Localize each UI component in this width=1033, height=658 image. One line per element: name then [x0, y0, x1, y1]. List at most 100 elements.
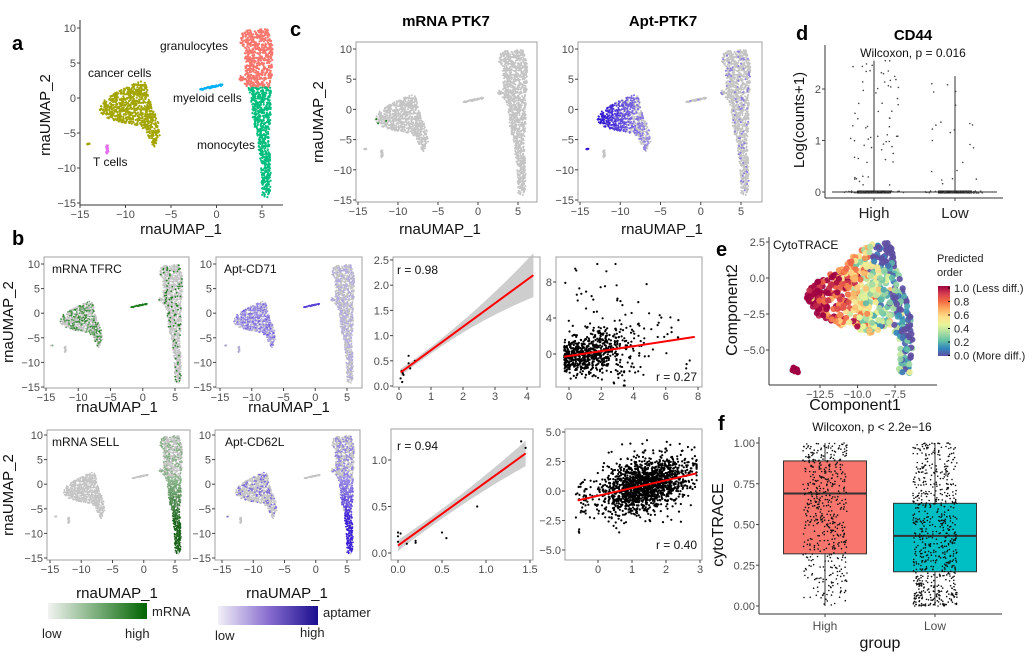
cell-point [133, 87, 136, 90]
cell-point [178, 271, 181, 274]
cell-point [167, 325, 170, 328]
cell-point [174, 375, 176, 378]
cell-point [174, 301, 177, 304]
cell-point [165, 274, 167, 277]
cell-point [97, 322, 99, 324]
cell-point [154, 123, 157, 126]
cluster-label: T cells [93, 155, 127, 169]
y-tick-label: −5 [199, 333, 212, 345]
y-tick-label: 10 [28, 259, 40, 271]
x-tick-label: 5 [259, 209, 265, 221]
cell-point [63, 316, 66, 319]
cell-point [262, 112, 265, 115]
cell-point [151, 116, 154, 119]
cell-point [92, 310, 95, 312]
cell-point [91, 315, 94, 318]
cell-point [243, 57, 247, 60]
cell-point [164, 291, 167, 294]
cell-point [173, 339, 176, 341]
cell-point [100, 329, 102, 331]
cell-point [122, 115, 125, 118]
cell-point [146, 103, 149, 106]
cell-point [96, 344, 99, 347]
cell-point [71, 328, 74, 330]
cell-point [258, 63, 261, 66]
cell-point [83, 309, 86, 311]
cell-point [177, 329, 180, 332]
panel-umap-1: −15 −10 −5 0 51050−5−10−15rnaUMAP_1rnaUMAP_2… [0, 256, 190, 416]
cell-point [249, 66, 252, 69]
cell-point [177, 287, 180, 290]
cell-point [172, 322, 174, 324]
cell-point [172, 264, 175, 267]
cell-point [125, 119, 128, 122]
cell-point [167, 312, 169, 315]
cell-point [161, 302, 164, 304]
y-tick-label: 0 [206, 308, 212, 320]
cell-point [167, 282, 170, 285]
cell-point [142, 99, 145, 102]
cell-point [166, 273, 169, 275]
cell-point [176, 270, 179, 272]
cell-point [254, 31, 258, 34]
x-axis-label: rnaUMAP_1 [76, 399, 158, 416]
cell-point [109, 111, 112, 114]
cell-point [266, 196, 269, 199]
cell-point [171, 311, 173, 314]
cell-point [266, 53, 269, 56]
cell-point [170, 306, 173, 308]
cell-point [84, 307, 87, 310]
cell-point [99, 108, 102, 111]
cell-point [269, 111, 272, 114]
cell-point [83, 329, 85, 332]
cell-point [257, 42, 260, 45]
cell-point [148, 110, 151, 113]
cell-point [150, 137, 154, 140]
x-tick-label: −15 [211, 392, 230, 404]
cell-point [113, 118, 116, 121]
cell-point [262, 101, 265, 104]
cell-point [147, 98, 150, 101]
cell-point [120, 97, 123, 100]
cell-point [136, 118, 139, 121]
cell-point [51, 344, 54, 347]
cell-point [76, 328, 78, 331]
cell-point [120, 115, 123, 118]
cell-point [255, 66, 258, 70]
cell-point [162, 267, 165, 270]
cell-point [136, 106, 139, 109]
cell-point [174, 306, 177, 309]
cell-point [158, 134, 161, 137]
cell-point [104, 106, 107, 109]
cell-point [137, 84, 140, 87]
cell-point [78, 321, 81, 323]
cell-point [93, 326, 96, 328]
cell-point [265, 77, 268, 80]
cell-point [173, 305, 175, 307]
cell-point [347, 300, 350, 302]
cell-point [162, 284, 164, 287]
cell-point [267, 85, 270, 88]
cell-point [129, 94, 132, 97]
cell-point [266, 36, 269, 39]
umap-points [50, 264, 184, 384]
cell-point [179, 315, 182, 318]
cell-point [177, 334, 180, 337]
cell-point [140, 304, 142, 306]
cell-point [151, 131, 154, 134]
cell-point [334, 290, 337, 292]
cell-point [263, 153, 267, 156]
cell-point [205, 86, 209, 89]
cell-point [81, 317, 83, 320]
cell-point [262, 65, 266, 68]
cell-point [170, 268, 173, 271]
cell-point [265, 185, 268, 188]
cell-point [179, 297, 182, 299]
cell-point [168, 269, 171, 272]
cell-point [112, 97, 115, 101]
cell-point [256, 64, 259, 67]
cell-point [89, 329, 91, 331]
cell-point [109, 102, 112, 105]
cell-point [258, 40, 261, 43]
cell-point [105, 111, 109, 114]
